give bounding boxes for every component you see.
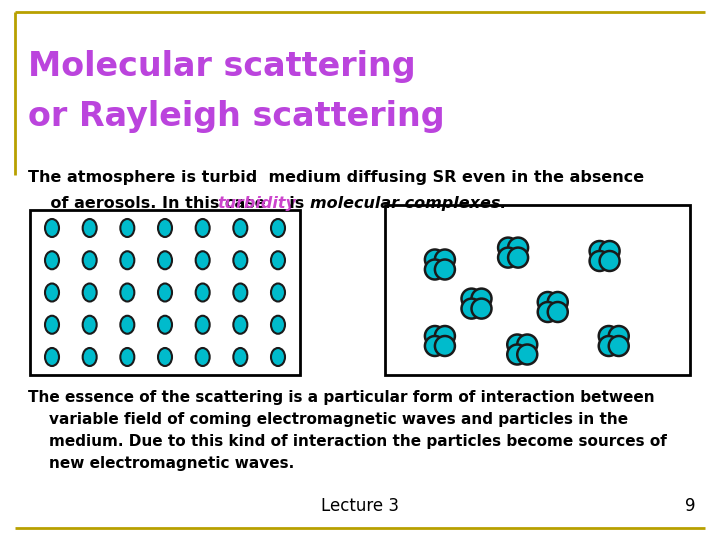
Ellipse shape — [517, 345, 537, 364]
Ellipse shape — [233, 284, 248, 301]
Ellipse shape — [83, 251, 96, 269]
Ellipse shape — [425, 260, 445, 280]
Ellipse shape — [498, 238, 518, 258]
Ellipse shape — [45, 316, 59, 334]
Ellipse shape — [472, 299, 492, 319]
Ellipse shape — [538, 302, 558, 322]
Ellipse shape — [508, 345, 527, 364]
Ellipse shape — [45, 348, 59, 366]
Text: variable field of coming electromagnetic waves and particles in the: variable field of coming electromagnetic… — [28, 412, 628, 427]
Ellipse shape — [600, 251, 620, 271]
Ellipse shape — [196, 348, 210, 366]
Ellipse shape — [233, 316, 248, 334]
Text: turbidity: turbidity — [217, 196, 296, 211]
Ellipse shape — [233, 251, 248, 269]
Ellipse shape — [83, 348, 96, 366]
Ellipse shape — [196, 284, 210, 301]
Ellipse shape — [599, 326, 618, 346]
Ellipse shape — [548, 292, 568, 312]
Text: of aerosols. In this case: of aerosols. In this case — [28, 196, 271, 211]
Ellipse shape — [158, 219, 172, 237]
Bar — [385, 205, 690, 375]
Ellipse shape — [435, 260, 455, 280]
Ellipse shape — [517, 334, 537, 354]
Ellipse shape — [425, 326, 445, 346]
Ellipse shape — [196, 316, 210, 334]
Ellipse shape — [608, 336, 629, 356]
Text: is: is — [278, 196, 310, 211]
Ellipse shape — [120, 251, 135, 269]
Ellipse shape — [271, 348, 285, 366]
Ellipse shape — [83, 219, 96, 237]
Ellipse shape — [45, 284, 59, 301]
Ellipse shape — [435, 249, 455, 269]
Ellipse shape — [508, 334, 527, 354]
Ellipse shape — [233, 219, 248, 237]
Ellipse shape — [508, 238, 528, 258]
Ellipse shape — [120, 316, 135, 334]
Ellipse shape — [590, 241, 610, 261]
Ellipse shape — [435, 336, 455, 356]
Ellipse shape — [435, 326, 455, 346]
Text: 9: 9 — [685, 497, 695, 515]
Ellipse shape — [608, 326, 629, 346]
Ellipse shape — [548, 302, 568, 322]
Ellipse shape — [599, 336, 618, 356]
Text: The essence of the scattering is a particular form of interaction between: The essence of the scattering is a parti… — [28, 390, 654, 405]
Ellipse shape — [462, 299, 482, 319]
Ellipse shape — [425, 249, 445, 269]
Ellipse shape — [196, 219, 210, 237]
Ellipse shape — [120, 284, 135, 301]
Bar — [30, 210, 300, 375]
Text: The atmosphere is turbid  medium diffusing SR even in the absence: The atmosphere is turbid medium diffusin… — [28, 170, 644, 185]
Text: molecular complexes.: molecular complexes. — [310, 196, 506, 211]
Ellipse shape — [158, 316, 172, 334]
Text: Lecture 3: Lecture 3 — [321, 497, 399, 515]
Ellipse shape — [233, 348, 248, 366]
Ellipse shape — [158, 251, 172, 269]
Ellipse shape — [158, 284, 172, 301]
Ellipse shape — [120, 219, 135, 237]
Ellipse shape — [600, 241, 620, 261]
Ellipse shape — [472, 288, 492, 308]
Ellipse shape — [538, 292, 558, 312]
Ellipse shape — [498, 248, 518, 268]
Ellipse shape — [83, 316, 96, 334]
Text: or Rayleigh scattering: or Rayleigh scattering — [28, 100, 445, 133]
Ellipse shape — [45, 251, 59, 269]
Ellipse shape — [271, 316, 285, 334]
Ellipse shape — [590, 251, 610, 271]
Text: Molecular scattering: Molecular scattering — [28, 50, 415, 83]
Ellipse shape — [45, 219, 59, 237]
Ellipse shape — [271, 284, 285, 301]
Ellipse shape — [83, 284, 96, 301]
Ellipse shape — [271, 219, 285, 237]
Ellipse shape — [462, 288, 482, 308]
Ellipse shape — [158, 348, 172, 366]
Ellipse shape — [196, 251, 210, 269]
Ellipse shape — [425, 336, 445, 356]
Ellipse shape — [508, 248, 528, 268]
Ellipse shape — [120, 348, 135, 366]
Text: new electromagnetic waves.: new electromagnetic waves. — [28, 456, 294, 471]
Text: medium. Due to this kind of interaction the particles become sources of: medium. Due to this kind of interaction … — [28, 434, 667, 449]
Ellipse shape — [271, 251, 285, 269]
